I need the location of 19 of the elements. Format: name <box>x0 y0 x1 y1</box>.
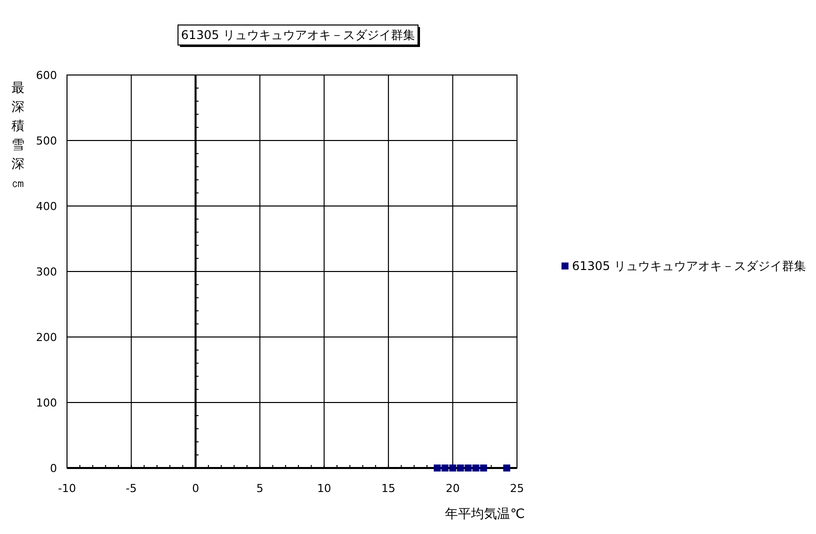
x-tick-label: 0 <box>192 482 200 495</box>
y-tick-label: 300 <box>36 266 57 278</box>
x-tick-label: -5 <box>126 482 137 495</box>
y-tick-label: 0 <box>50 462 57 475</box>
x-tick-label: 10 <box>317 482 332 495</box>
y-tick-label: 600 <box>36 69 57 82</box>
y-tick-label: 200 <box>36 331 57 344</box>
legend-label: 61305 リュウキュウアオキ－スダジイ群集 <box>572 259 806 273</box>
x-tick-label: 5 <box>256 482 264 495</box>
y-tick-label: 500 <box>36 134 57 148</box>
x-tick-label: 25 <box>510 482 524 495</box>
y-tick-label: 100 <box>36 396 57 410</box>
x-tick-label: 20 <box>446 482 460 495</box>
y-tick-label: 400 <box>36 200 57 213</box>
x-axis-title: 年平均気温℃ <box>445 507 525 522</box>
chart-title: 61305 リュウキュウアオキ－スダジイ群集 <box>181 28 415 42</box>
x-tick-label: 15 <box>381 482 396 495</box>
y-axis-title: 最深積雪深㎝ <box>12 81 24 191</box>
x-tick-label: -10 <box>58 482 76 495</box>
